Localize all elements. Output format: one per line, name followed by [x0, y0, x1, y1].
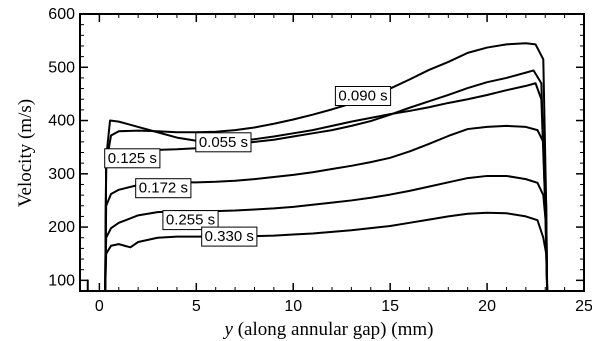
x-tick-label: 5: [192, 298, 201, 315]
x-axis-variable: y: [223, 319, 234, 340]
x-tick-label: 25: [575, 298, 592, 315]
curve-label-text: 0.330 s: [205, 228, 254, 245]
curve-label-box: [201, 226, 258, 247]
y-tick-label: 600: [48, 6, 75, 23]
y-tick-label: 300: [48, 166, 75, 183]
curve-label-text: 0.172 s: [139, 180, 188, 197]
x-tick-label: 15: [381, 298, 399, 315]
curve-label: 0.255 s: [162, 210, 219, 231]
curve-label: 0.330 s: [201, 226, 258, 247]
curve-label: 0.090 s: [334, 86, 392, 106]
y-tick-label: 400: [48, 113, 75, 130]
y-axis-title: Velocity (m/s): [15, 99, 36, 207]
y-tick-label: 500: [48, 59, 75, 76]
curve-label-box: [162, 210, 219, 231]
x-tick-label: 0: [95, 298, 104, 315]
curve-label: 0.172 s: [135, 178, 192, 199]
curve-label-text: 0.055 s: [199, 134, 248, 151]
y-tick-label: 100: [48, 272, 75, 289]
curve-label-box: [135, 178, 192, 199]
curve-label-box: [195, 132, 252, 153]
x-axis-unit-text: (along annular gap) (mm): [233, 319, 433, 340]
curve-0-330-s: [104, 211, 549, 291]
curve-labels: 0.055 s 0.090 s 0.125 s 0.172 s 0.255 s0.330…: [104, 86, 392, 247]
x-tick-label: 20: [478, 298, 496, 315]
curve-0-172-s: [104, 124, 549, 291]
curve-label: 0.125 s: [104, 148, 161, 169]
curve-label-box: [104, 148, 161, 169]
y-tick-label: 200: [48, 219, 75, 236]
curve-label-text: 0.090 s: [338, 88, 387, 105]
curve-0-055-s: [86, 82, 549, 291]
curve-0-255-s: [104, 174, 549, 291]
curve-label-box: [334, 86, 392, 106]
x-tick-label: 10: [284, 298, 302, 315]
curve-label-text: 0.125 s: [108, 150, 157, 167]
curve-0-090-s: [104, 42, 549, 291]
x-axis-title: y (along annular gap) (mm): [223, 319, 434, 340]
curve-label: 0.055 s: [195, 132, 252, 153]
curve-label-text: 0.255 s: [166, 212, 215, 229]
axis-ticks: 0 5 10 15 20 25 100 200 300 400 500 600: [48, 6, 592, 315]
